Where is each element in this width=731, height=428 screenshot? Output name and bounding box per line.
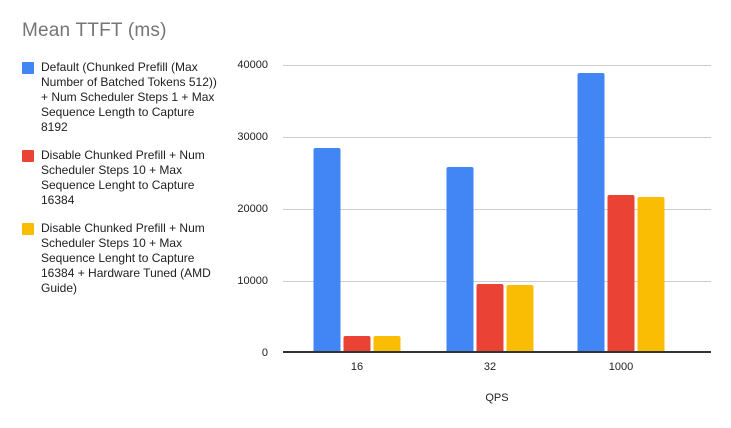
y-tick-label: 40000 xyxy=(237,59,268,71)
bar-series-3-category-32 xyxy=(506,284,534,351)
y-tick-label: 0 xyxy=(261,347,268,359)
bar-group xyxy=(313,65,401,351)
y-tick-label: 20000 xyxy=(237,203,268,215)
x-tick-label: 16 xyxy=(350,361,364,373)
x-tick-label: 32 xyxy=(483,361,497,373)
legend-label: Disable Chunked Prefill + Num Scheduler … xyxy=(41,148,205,207)
gridline xyxy=(283,209,711,210)
y-tick-label: 10000 xyxy=(237,275,268,287)
bar-series-2-category-1000 xyxy=(607,195,635,351)
bar-series-3-category-1000 xyxy=(637,197,665,351)
gridline xyxy=(283,137,711,138)
x-axis-title: QPS xyxy=(485,392,509,404)
legend-swatch-icon xyxy=(22,62,34,74)
legend-label: Default (Chunked Prefill (Max Number of … xyxy=(41,60,217,134)
bar-series-1-category-16 xyxy=(313,147,341,351)
bar-series-1-category-32 xyxy=(446,166,474,351)
legend-item: Disable Chunked Prefill + Num Scheduler … xyxy=(22,221,222,296)
gridline xyxy=(283,65,711,66)
x-tick-label: 1000 xyxy=(608,361,634,373)
chart-title: Mean TTFT (ms) xyxy=(22,20,167,41)
legend-item: Default (Chunked Prefill (Max Number of … xyxy=(22,60,222,135)
plot-area xyxy=(283,65,711,353)
bar-series-2-category-16 xyxy=(343,336,371,351)
legend: Default (Chunked Prefill (Max Number of … xyxy=(22,60,222,309)
y-tick-label: 30000 xyxy=(237,131,268,143)
bar-series-2-category-32 xyxy=(476,283,504,351)
bar-group xyxy=(577,65,665,351)
gridline xyxy=(283,281,711,282)
bar-group xyxy=(446,65,534,351)
legend-label: Disable Chunked Prefill + Num Scheduler … xyxy=(41,221,211,295)
bar-series-3-category-16 xyxy=(373,336,401,351)
legend-swatch-icon xyxy=(22,223,34,235)
bar-series-1-category-1000 xyxy=(577,72,605,351)
legend-swatch-icon xyxy=(22,150,34,162)
legend-item: Disable Chunked Prefill + Num Scheduler … xyxy=(22,148,222,208)
